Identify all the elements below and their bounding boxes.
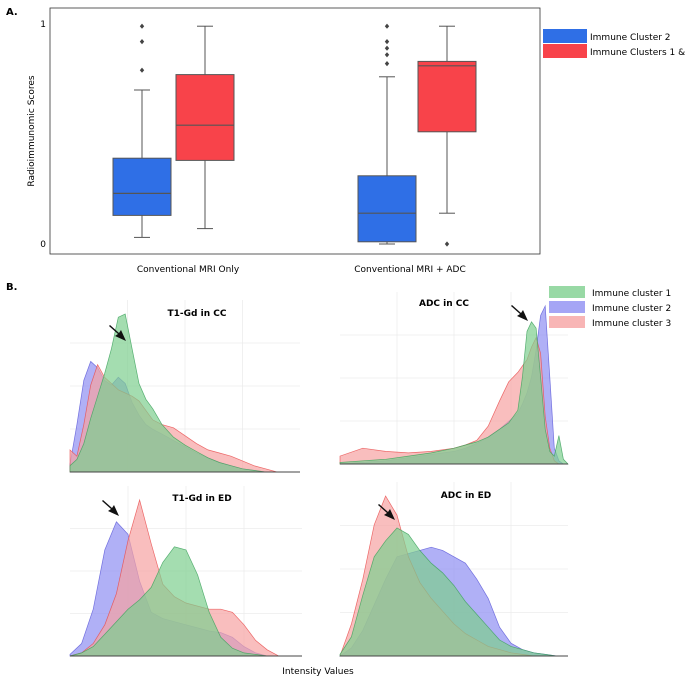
boxplot-xtick-label: Conventional MRI + ADC bbox=[354, 265, 466, 275]
density-panel-title: T1-Gd in CC bbox=[168, 309, 227, 319]
density-panels: T1-Gd in CC ADC in CC T1-Gd in ED ADC in ED bbox=[69, 292, 569, 657]
outlier-point bbox=[384, 23, 390, 29]
legend-label-cluster13: Immune Clusters 1 & 3 bbox=[590, 48, 685, 58]
boxplot-legend: Immune Cluster 2 Immune Clusters 1 & 3 bbox=[543, 29, 685, 58]
arrow-icon bbox=[378, 504, 395, 520]
box-iqr bbox=[417, 60, 477, 133]
boxplot-ylabel: Radioimmunomic Scores bbox=[27, 75, 37, 187]
density-legend-swatch bbox=[549, 316, 585, 328]
density-panel: ADC in ED bbox=[338, 482, 568, 657]
outlier-point bbox=[139, 39, 145, 45]
density-panel-title: T1-Gd in ED bbox=[172, 494, 231, 504]
outlier-point bbox=[139, 23, 145, 29]
density-shared-xlabel: Intensity Values bbox=[282, 667, 354, 677]
boxplot-ytick-label: 1 bbox=[40, 20, 46, 30]
legend-label-cluster2: Immune Cluster 2 bbox=[590, 33, 671, 43]
boxplot-chart: Radioimmunomic Scores 0 1 Conventional M… bbox=[27, 7, 541, 275]
outlier-point bbox=[384, 45, 390, 51]
legend-swatch-cluster13 bbox=[543, 44, 587, 58]
density-legend: Immune cluster 1 Immune cluster 2 Immune c… bbox=[549, 286, 671, 329]
density-panel-title: ADC in ED bbox=[441, 491, 491, 501]
density-legend-label: Immune cluster 2 bbox=[592, 304, 671, 314]
outlier-point bbox=[139, 67, 145, 73]
density-legend-swatch bbox=[549, 301, 585, 313]
arrow-icon bbox=[511, 305, 528, 321]
outlier-point bbox=[444, 241, 450, 247]
boxplot-ytick-label: 0 bbox=[40, 240, 46, 250]
panel-a-label: A. bbox=[6, 7, 18, 18]
boxplot-xtick-label: Conventional MRI Only bbox=[137, 265, 240, 275]
density-area-immune-cluster-1 bbox=[339, 527, 568, 657]
density-panel: ADC in CC bbox=[339, 292, 569, 465]
density-legend-label: Immune cluster 3 bbox=[592, 319, 671, 329]
density-legend-swatch bbox=[549, 286, 585, 298]
arrow-icon bbox=[102, 500, 119, 516]
density-area-immune-cluster-1 bbox=[69, 313, 277, 473]
box-iqr bbox=[112, 157, 172, 216]
density-panel-title: ADC in CC bbox=[419, 299, 469, 309]
outlier-point bbox=[384, 39, 390, 45]
outlier-point bbox=[384, 52, 390, 58]
arrow-icon bbox=[109, 325, 126, 341]
box-iqr bbox=[175, 74, 235, 161]
box-iqr bbox=[357, 175, 417, 243]
panel-b-label: B. bbox=[6, 282, 17, 293]
density-legend-label: Immune cluster 1 bbox=[592, 289, 671, 299]
density-area-immune-cluster-1 bbox=[339, 321, 569, 465]
density-panel: T1-Gd in ED bbox=[69, 486, 302, 657]
density-panel: T1-Gd in CC bbox=[69, 300, 300, 473]
legend-swatch-cluster2 bbox=[543, 29, 587, 43]
outlier-point bbox=[384, 61, 390, 67]
